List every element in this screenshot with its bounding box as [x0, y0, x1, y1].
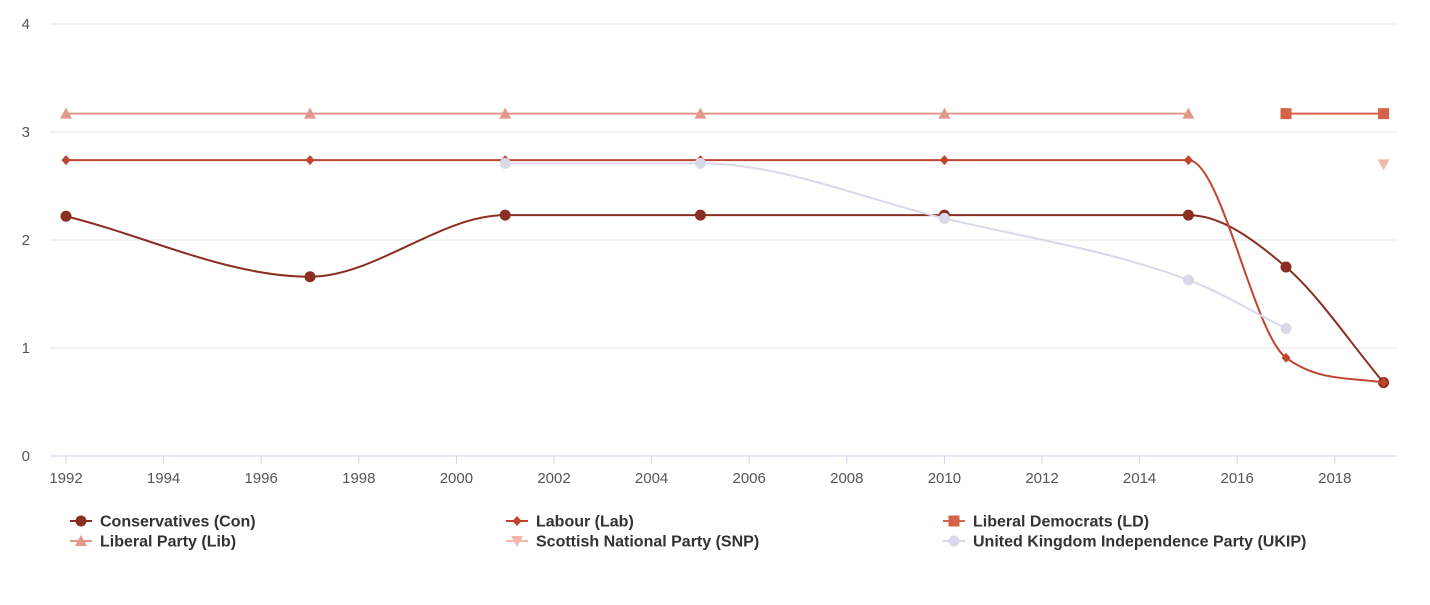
data-point[interactable] — [694, 209, 706, 221]
legend-label: Labour (Lab) — [536, 514, 634, 531]
x-tick-label: 2014 — [1123, 470, 1156, 487]
series-line[interactable] — [66, 159, 1384, 384]
y-tick-label: 0 — [22, 448, 30, 465]
legend-marker[interactable] — [511, 536, 523, 547]
legend-label: Scottish National Party (SNP) — [536, 534, 759, 551]
data-point[interactable] — [61, 155, 71, 166]
data-point[interactable] — [938, 212, 950, 224]
legend-item[interactable]: United Kingdom Independence Party (UKIP) — [943, 534, 1306, 551]
legend-marker[interactable] — [75, 515, 87, 527]
data-point[interactable] — [499, 107, 512, 119]
data-point[interactable] — [1379, 377, 1389, 388]
data-point[interactable] — [304, 271, 316, 283]
data-point[interactable] — [499, 209, 511, 221]
legend-item[interactable]: Labour (Lab) — [506, 514, 634, 531]
x-tick-label: 2006 — [733, 470, 766, 487]
x-axis: 1992 1994 1996 1998 2000 2002 2004 2006 2008 2010… — [49, 456, 1351, 487]
legend-label: Conservatives (Con) — [100, 514, 256, 531]
x-tick-label: 1994 — [147, 470, 180, 487]
data-point[interactable] — [694, 157, 706, 169]
series-4 — [1377, 159, 1390, 171]
data-point[interactable] — [60, 107, 72, 119]
x-tick-label: 1996 — [245, 470, 278, 487]
x-tick-label: 2000 — [440, 470, 473, 487]
data-point[interactable] — [939, 155, 949, 166]
data-point[interactable] — [1280, 261, 1292, 273]
x-tick-label: 2010 — [928, 470, 961, 487]
y-tick-label: 3 — [22, 124, 30, 141]
legend-item[interactable]: Liberal Democrats (LD) — [943, 514, 1149, 531]
x-tick-label: 2012 — [1025, 470, 1058, 487]
legend-marker[interactable] — [512, 516, 522, 526]
legend-item[interactable]: Conservatives (Con) — [70, 514, 256, 531]
legend-label: Liberal Party (Lib) — [100, 534, 236, 551]
legend: Conservatives (Con) Labour (Lab) Liberal D… — [70, 514, 1306, 551]
x-tick-label: 1992 — [49, 470, 82, 487]
grid-layer: 0 1 2 3 4 — [22, 16, 1397, 465]
x-tick-label: 2008 — [830, 470, 863, 487]
data-point[interactable] — [1183, 155, 1193, 166]
data-point[interactable] — [694, 107, 707, 119]
series-line[interactable] — [505, 162, 1287, 330]
series-layer — [60, 107, 1390, 389]
legend-label: United Kingdom Independence Party (UKIP) — [973, 534, 1306, 551]
x-tick-label: 2016 — [1221, 470, 1254, 487]
data-point[interactable] — [1377, 159, 1390, 171]
data-point[interactable] — [1281, 352, 1291, 363]
series-5 — [499, 157, 1292, 335]
data-point[interactable] — [1182, 209, 1194, 221]
data-point[interactable] — [1182, 107, 1195, 119]
x-tick-label: 2018 — [1318, 470, 1351, 487]
series-0 — [60, 209, 1390, 389]
data-point[interactable] — [1280, 108, 1292, 120]
x-tick-label: 2004 — [635, 470, 668, 487]
series-2 — [1280, 108, 1390, 120]
legend-marker[interactable] — [948, 535, 960, 547]
data-point[interactable] — [1182, 274, 1194, 286]
legend-label: Liberal Democrats (LD) — [973, 514, 1149, 531]
data-point[interactable] — [938, 107, 951, 119]
legend-marker[interactable] — [948, 515, 960, 527]
data-point[interactable] — [304, 107, 316, 119]
x-tick-label: 1998 — [342, 470, 375, 487]
legend-item[interactable]: Liberal Party (Lib) — [70, 534, 236, 551]
legend-marker[interactable] — [75, 535, 87, 546]
x-tick-label: 2002 — [537, 470, 570, 487]
data-point[interactable] — [499, 157, 511, 169]
data-point[interactable] — [60, 210, 72, 222]
y-tick-label: 2 — [22, 232, 30, 249]
y-tick-label: 1 — [22, 340, 30, 357]
y-tick-label: 4 — [22, 16, 30, 33]
legend-item[interactable]: Scottish National Party (SNP) — [506, 534, 759, 551]
data-point[interactable] — [1378, 108, 1390, 120]
data-point[interactable] — [305, 155, 315, 166]
series-3 — [60, 107, 1195, 119]
data-point[interactable] — [1280, 323, 1292, 335]
